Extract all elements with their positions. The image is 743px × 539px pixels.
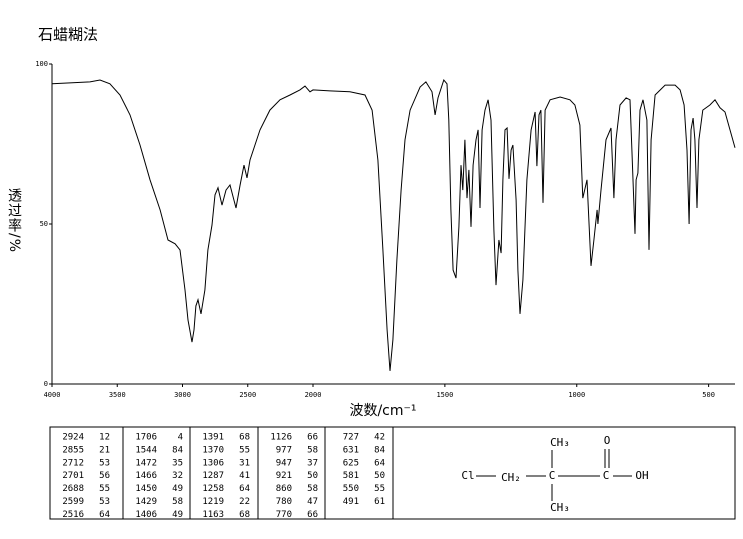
- y-axis-label: 透过率/%: [6, 188, 22, 254]
- y-tick-label: 0: [44, 380, 48, 388]
- peak-intensity: 58: [307, 484, 318, 494]
- peak-wavenumber: 550: [343, 484, 359, 494]
- peak-wavenumber: 2688: [62, 484, 84, 494]
- peak-wavenumber: 2516: [62, 510, 84, 520]
- peak-intensity: 53: [99, 497, 110, 507]
- peak-intensity: 37: [307, 458, 318, 468]
- x-tick-label: 1500: [436, 391, 453, 399]
- structure-atom: C: [549, 469, 556, 482]
- peak-wavenumber: 780: [276, 497, 292, 507]
- structure-atom: CH₂: [501, 471, 521, 484]
- peak-intensity: 50: [307, 471, 318, 481]
- peak-intensity: 53: [99, 458, 110, 468]
- peak-wavenumber: 625: [343, 458, 359, 468]
- peak-intensity: 35: [172, 458, 183, 468]
- x-tick-label: 2500: [239, 391, 256, 399]
- peak-wavenumber: 2712: [62, 458, 84, 468]
- peak-wavenumber: 1544: [135, 445, 157, 455]
- peak-wavenumber: 2701: [62, 471, 84, 481]
- peak-wavenumber: 1370: [202, 445, 224, 455]
- structure-atom: Cl: [461, 469, 474, 482]
- peak-wavenumber: 1406: [135, 510, 157, 520]
- peak-intensity: 64: [239, 484, 250, 494]
- y-tick-label: 50: [40, 220, 48, 228]
- peak-intensity: 68: [239, 510, 250, 520]
- peak-intensity: 56: [99, 471, 110, 481]
- peak-wavenumber: 581: [343, 471, 359, 481]
- x-tick-label: 3500: [109, 391, 126, 399]
- peak-intensity: 21: [99, 445, 110, 455]
- peak-wavenumber: 631: [343, 445, 359, 455]
- peak-intensity: 84: [172, 445, 183, 455]
- peak-wavenumber: 2855: [62, 445, 84, 455]
- peak-intensity: 49: [172, 484, 183, 494]
- peak-intensity: 66: [307, 433, 318, 443]
- peak-intensity: 68: [239, 433, 250, 443]
- peak-wavenumber: 1287: [202, 471, 224, 481]
- peak-wavenumber: 1306: [202, 458, 224, 468]
- peak-wavenumber: 2924: [62, 433, 84, 443]
- x-tick-label: 3000: [174, 391, 191, 399]
- table-dividers: [122, 427, 394, 519]
- x-axis-label: 波数/cm⁻¹: [349, 403, 416, 419]
- peak-intensity: 55: [99, 484, 110, 494]
- peak-wavenumber: 1472: [135, 458, 157, 468]
- peak-wavenumber: 1706: [135, 433, 157, 443]
- peak-intensity: 47: [307, 497, 318, 507]
- chart-title: 石蜡糊法: [38, 26, 98, 44]
- peak-intensity: 49: [172, 510, 183, 520]
- peak-intensity: 32: [172, 471, 183, 481]
- peak-wavenumber: 1466: [135, 471, 157, 481]
- x-tick-label: 2000: [305, 391, 322, 399]
- peak-intensity: 50: [374, 471, 385, 481]
- peak-intensity: 4: [178, 433, 183, 443]
- structure-atom: C: [603, 469, 610, 482]
- peak-wavenumber: 1391: [202, 433, 224, 443]
- peak-intensity: 55: [239, 445, 250, 455]
- peak-wavenumber: 947: [276, 458, 292, 468]
- peak-intensity: 41: [239, 471, 250, 481]
- peak-wavenumber: 1163: [202, 510, 224, 520]
- peak-intensity: 66: [307, 510, 318, 520]
- spectrum-line: [51, 78, 736, 371]
- peak-intensity: 84: [374, 445, 385, 455]
- peak-intensity: 64: [374, 458, 385, 468]
- x-tick-label: 4000: [44, 391, 61, 399]
- peak-intensity: 31: [239, 458, 250, 468]
- peak-intensity: 61: [374, 497, 385, 507]
- peak-intensity: 64: [99, 510, 110, 520]
- peak-intensity: 42: [374, 433, 385, 443]
- structure-atom: CH₃: [550, 501, 570, 514]
- peak-intensity: 55: [374, 484, 385, 494]
- peak-wavenumber: 770: [276, 510, 292, 520]
- x-tick-label: 1000: [568, 391, 585, 399]
- peak-wavenumber: 727: [343, 433, 359, 443]
- peak-wavenumber: 1219: [202, 497, 224, 507]
- peak-wavenumber: 977: [276, 445, 292, 455]
- peak-intensity: 12: [99, 433, 110, 443]
- peak-intensity: 22: [239, 497, 250, 507]
- peak-wavenumber: 1126: [270, 433, 292, 443]
- y-tick-label: 100: [35, 60, 48, 68]
- peak-wavenumber: 860: [276, 484, 292, 494]
- structure-atom: OH: [635, 469, 648, 482]
- structure-bonds: [476, 449, 632, 501]
- structure-atom: O: [604, 434, 611, 447]
- peak-wavenumber: 1258: [202, 484, 224, 494]
- peak-intensity: 58: [172, 497, 183, 507]
- x-tick-label: 500: [702, 391, 715, 399]
- peak-wavenumber: 1450: [135, 484, 157, 494]
- peak-wavenumber: 491: [343, 497, 359, 507]
- structure-atom: CH₃: [550, 436, 570, 449]
- peak-wavenumber: 1429: [135, 497, 157, 507]
- peak-wavenumber: 2599: [62, 497, 84, 507]
- peak-intensity: 58: [307, 445, 318, 455]
- peak-wavenumber: 921: [276, 471, 292, 481]
